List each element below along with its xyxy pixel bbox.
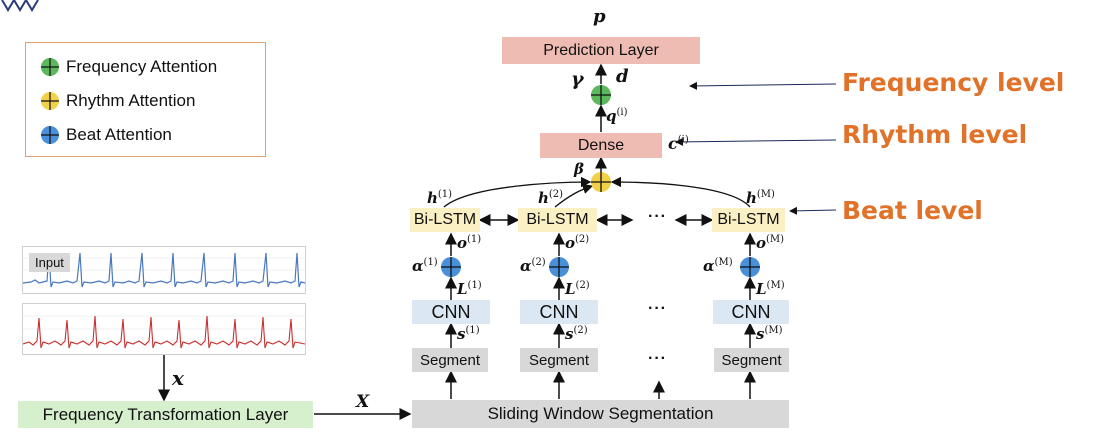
ellipsis-segment: ··· (648, 350, 667, 367)
alpha2-symbol: α(2) (520, 257, 546, 275)
rhythm-attention-node (591, 172, 611, 192)
ecg-transformed-red-panel (22, 303, 306, 355)
o2-symbol: o(2) (565, 234, 590, 252)
attention-legend: Frequency Attention Rhythm Attention Bea… (25, 42, 266, 157)
yellow-plus-circle-icon (41, 92, 59, 110)
sliding-window-segmentation-block: Sliding Window Segmentation (412, 400, 789, 428)
frequency-level-label: Frequency level (842, 68, 1065, 97)
legend-label: Frequency Attention (66, 57, 218, 76)
sm-symbol: s(M) (756, 325, 783, 343)
segment-block-m: Segment (714, 348, 789, 372)
bilstm-block-2: Bi-LSTM (518, 208, 597, 232)
cnn-block-2: CNN (520, 300, 598, 324)
s2-symbol: s(2) (565, 325, 588, 343)
X-symbol: X (356, 392, 370, 412)
beat-attention-node-1 (441, 257, 461, 277)
segment-block-2: Segment (520, 348, 598, 372)
x-symbol: x (172, 366, 184, 390)
output-symbol-p: p (593, 6, 606, 27)
d-symbol: d (616, 66, 629, 87)
cnn-block-1: CNN (412, 300, 490, 324)
ellipsis-bilstm: ··· (648, 208, 667, 225)
c-symbol: c(i) (668, 134, 689, 153)
om-symbol: o(M) (756, 234, 785, 252)
beat-attention-node-2 (549, 257, 569, 277)
ecg-blue-waveform (23, 252, 305, 288)
blue-plus-circle-icon (41, 126, 59, 144)
beta-symbol: β (574, 160, 584, 178)
o1-symbol: o(1) (457, 234, 482, 252)
ecg-red-waveform (23, 315, 305, 349)
corner-logo-icon (1, 0, 39, 12)
hm-symbol: h(M) (746, 189, 775, 207)
bilstm-block-m: Bi-LSTM (712, 208, 785, 232)
ellipsis-cnn: ··· (648, 300, 667, 317)
cnn-block-m: CNN (713, 300, 789, 324)
beat-level-label: Beat level (842, 196, 983, 225)
rhythm-level-label: Rhythm level (842, 120, 1028, 149)
h2-symbol: h(2) (538, 189, 564, 207)
dense-block: Dense (540, 133, 662, 158)
legend-label: Rhythm Attention (66, 91, 196, 110)
lm-symbol: L(M) (756, 280, 785, 298)
q-symbol: q(i) (606, 107, 628, 125)
frequency-transformation-layer-block: Frequency Transformation Layer (18, 401, 313, 428)
bilstm-block-1: Bi-LSTM (410, 208, 480, 232)
legend-item-rhythm: Rhythm Attention (40, 91, 195, 111)
legend-label: Beat Attention (66, 125, 172, 144)
l2-symbol: L(2) (565, 280, 590, 298)
s1-symbol: s(1) (457, 325, 480, 343)
h1-symbol: h(1) (427, 189, 453, 207)
l1-symbol: L(1) (457, 280, 482, 298)
prediction-layer-block: Prediction Layer (502, 37, 700, 64)
legend-item-beat: Beat Attention (40, 125, 172, 145)
alpha1-symbol: α(1) (412, 257, 438, 275)
ecg-input-blue-panel: Input (22, 246, 306, 294)
frequency-attention-node (591, 85, 611, 105)
segment-block-1: Segment (412, 348, 488, 372)
legend-item-frequency: Frequency Attention (40, 57, 217, 77)
alpham-symbol: α(M) (703, 257, 733, 275)
green-plus-circle-icon (41, 58, 59, 76)
beat-attention-node-m (740, 257, 760, 277)
gamma-symbol: γ (571, 68, 584, 90)
input-tag: Input (29, 253, 70, 272)
